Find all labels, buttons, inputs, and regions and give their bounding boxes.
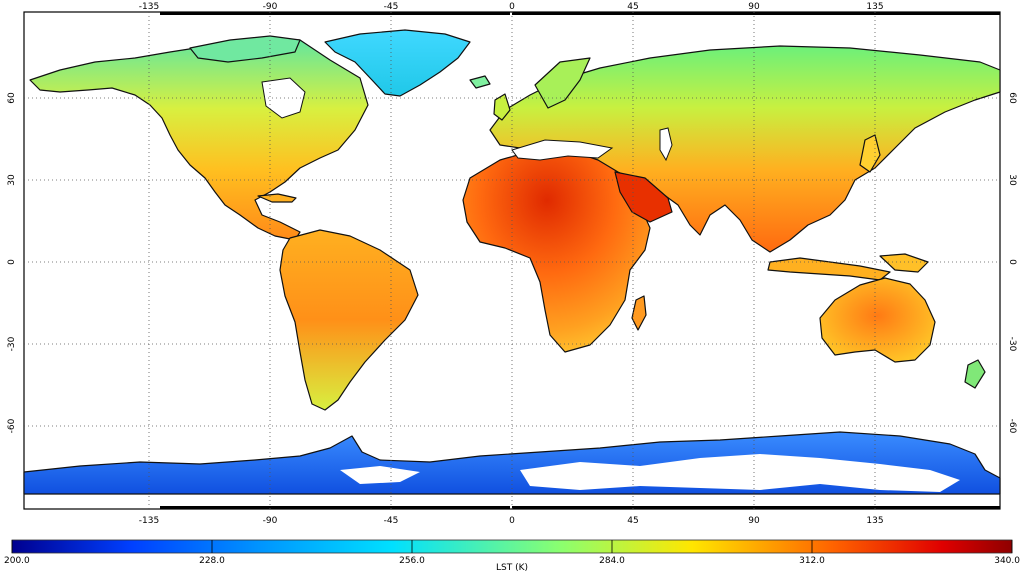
south-america-landmass bbox=[279, 229, 419, 411]
antarctica-ice-patches bbox=[520, 454, 960, 492]
lat-tick-labels-left: 60 30 0 -30 -60 bbox=[7, 92, 17, 433]
madagascar-landmass bbox=[631, 295, 647, 331]
lon-tick-label: -45 bbox=[384, 516, 399, 526]
lat-tick-label: 30 bbox=[7, 174, 17, 186]
lon-tick-labels-top: -135 -90 -45 0 45 90 135 bbox=[139, 2, 884, 12]
mediterranean-sea bbox=[511, 139, 614, 161]
british-isles bbox=[493, 93, 511, 121]
lon-tick-label: 90 bbox=[748, 2, 760, 12]
lat-tick-label: 0 bbox=[1007, 259, 1017, 265]
lon-tick-label: 0 bbox=[509, 516, 515, 526]
colorbar-tick-label: 228.0 bbox=[199, 556, 225, 566]
caribbean-islands bbox=[257, 193, 297, 203]
lat-tick-label: -30 bbox=[7, 336, 17, 351]
lon-tick-label: -90 bbox=[263, 516, 278, 526]
colorbar: 200.0 228.0 256.0 284.0 312.0 340.0 LST … bbox=[4, 539, 1020, 573]
lon-tick-label: -135 bbox=[139, 516, 159, 526]
colorbar-ramp bbox=[11, 539, 1013, 554]
colorbar-tick-label: 284.0 bbox=[599, 556, 625, 566]
lon-tick-label: 90 bbox=[748, 516, 760, 526]
lon-tick-label: 0 bbox=[509, 2, 515, 12]
lat-tick-label: -30 bbox=[1007, 337, 1017, 352]
map-bottom-bar-right bbox=[512, 506, 1000, 509]
lon-tick-label: -45 bbox=[384, 2, 399, 12]
new-zealand-landmass bbox=[964, 359, 986, 389]
colorbar-tick-label: 256.0 bbox=[399, 556, 425, 566]
iceland-landmass bbox=[469, 75, 491, 89]
arabian-peninsula bbox=[614, 171, 673, 223]
greenland-landmass bbox=[324, 29, 471, 97]
lon-tick-label: 135 bbox=[866, 2, 883, 12]
australia-landmass bbox=[819, 277, 936, 363]
antarctica-ice-shelf bbox=[340, 466, 420, 484]
colorbar-tick-label: 340.0 bbox=[994, 556, 1020, 566]
lon-tick-label: 45 bbox=[627, 2, 638, 12]
lat-tick-label: -60 bbox=[7, 418, 17, 433]
colorbar-title: LST (K) bbox=[496, 563, 528, 573]
hudson-bay bbox=[261, 77, 306, 119]
lat-tick-label: -60 bbox=[1007, 419, 1017, 434]
lat-tick-label: 60 bbox=[7, 92, 17, 104]
graticule bbox=[24, 12, 1000, 509]
lat-tick-label: 60 bbox=[1007, 92, 1017, 104]
lat-tick-label: 30 bbox=[1007, 174, 1017, 186]
arctic-islands bbox=[189, 35, 301, 63]
lon-tick-labels-bottom: -135 -90 -45 0 45 90 135 bbox=[139, 516, 884, 526]
map-bottom-bar-left bbox=[160, 506, 510, 509]
lat-tick-label: 0 bbox=[7, 259, 17, 265]
land-masses bbox=[23, 29, 1001, 495]
lon-tick-label: 45 bbox=[627, 516, 638, 526]
new-guinea-landmass bbox=[879, 253, 929, 273]
lon-tick-label: 135 bbox=[866, 516, 883, 526]
lon-tick-label: -135 bbox=[139, 2, 159, 12]
lat-tick-labels-right: 60 30 0 -30 -60 bbox=[1007, 92, 1017, 433]
map-top-bar-left bbox=[160, 12, 510, 15]
colorbar-tick-label: 312.0 bbox=[799, 556, 825, 566]
lon-tick-label: -90 bbox=[263, 2, 278, 12]
colorbar-tick-label: 200.0 bbox=[4, 556, 30, 566]
caspian-sea bbox=[659, 127, 673, 162]
map-top-bar-right bbox=[512, 12, 1000, 15]
colorbar-tick-marks bbox=[11, 540, 1013, 553]
scandinavia-landmass bbox=[534, 57, 591, 109]
